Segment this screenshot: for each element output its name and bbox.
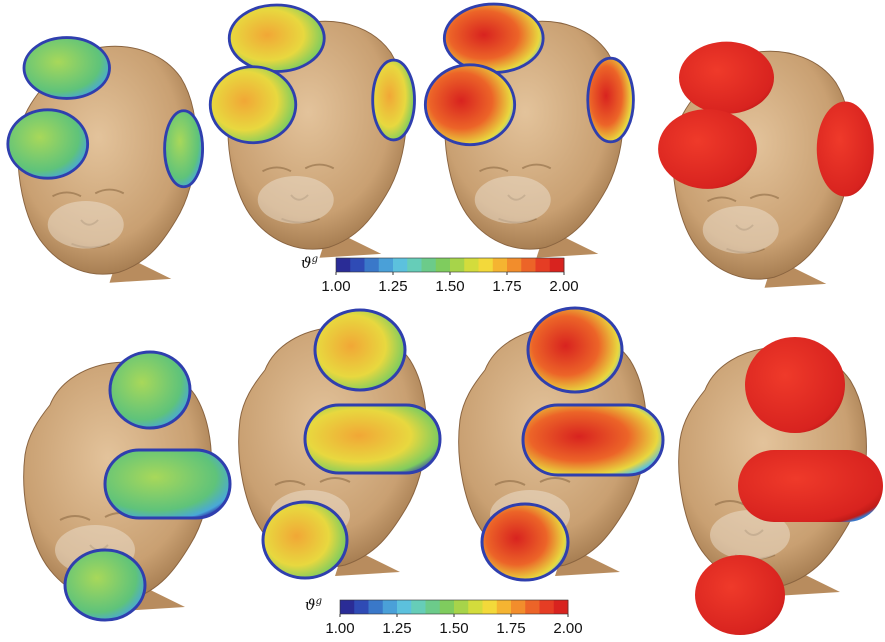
- superscript: g: [312, 254, 318, 265]
- head-render: [24, 352, 230, 620]
- superscript: g: [316, 596, 322, 607]
- tick-label: 1.75: [492, 278, 521, 295]
- colorbar-swatch: [468, 600, 483, 614]
- head-render: [658, 42, 874, 288]
- colorbar-swatch: [550, 258, 565, 272]
- colorbar-swatch: [479, 258, 494, 272]
- colorbar-swatch: [525, 600, 540, 614]
- head-render: [210, 5, 414, 258]
- head-render: [679, 337, 883, 635]
- colorbar-swatch: [365, 258, 380, 272]
- tick-label: 1.25: [378, 278, 407, 295]
- tick-label: 1.50: [435, 278, 464, 295]
- head-render: [425, 4, 633, 258]
- head-render: [8, 38, 203, 283]
- colorbar-swatch: [554, 600, 569, 614]
- tick-label: 1.00: [325, 620, 354, 637]
- colorbar-swatch: [411, 600, 426, 614]
- colorbar-swatch: [536, 258, 551, 272]
- colorbar-swatch: [454, 600, 469, 614]
- colorbar-swatch: [540, 600, 555, 614]
- symbol: ϑ: [301, 254, 312, 272]
- tick-label: 2.00: [553, 620, 582, 637]
- colorbar-swatch: [511, 600, 526, 614]
- head-render: [239, 310, 440, 578]
- tick-label: 1.00: [321, 278, 350, 295]
- tick-label: 2.00: [549, 278, 578, 295]
- colorbar-swatch: [350, 258, 365, 272]
- tick-label: 1.50: [439, 620, 468, 637]
- colorbar-swatch: [497, 600, 512, 614]
- tick-label: 1.75: [496, 620, 525, 637]
- colorbar-swatch: [521, 258, 536, 272]
- colorbar-swatch: [450, 258, 465, 272]
- colorbar-swatch: [340, 600, 355, 614]
- colorbar-swatch: [493, 258, 508, 272]
- colorbar-swatch: [464, 258, 479, 272]
- colorbar-swatch: [407, 258, 422, 272]
- colorbar-label: ϑg: [301, 254, 318, 272]
- colorbar-swatch: [440, 600, 455, 614]
- colorbar-label: ϑg: [305, 596, 322, 614]
- colorbar-swatch: [379, 258, 394, 272]
- head-render: [459, 308, 663, 580]
- symbol: ϑ: [305, 596, 316, 614]
- bottom-row: [24, 308, 883, 635]
- colorbar-swatch: [354, 600, 369, 614]
- figure: ϑg1.001.251.501.752.00ϑg1.001.251.501.75…: [0, 0, 885, 642]
- colorbar-swatch: [426, 600, 441, 614]
- colorbar-swatch: [436, 258, 451, 272]
- top-row: [8, 4, 874, 288]
- colorbar-swatch: [369, 600, 384, 614]
- colorbar-swatch: [336, 258, 351, 272]
- colorbar-swatch: [483, 600, 498, 614]
- colorbar-swatch: [507, 258, 522, 272]
- colorbar-swatch: [422, 258, 437, 272]
- colorbar-swatch: [393, 258, 408, 272]
- colorbar-swatch: [383, 600, 398, 614]
- tick-label: 1.25: [382, 620, 411, 637]
- colorbar-swatch: [397, 600, 412, 614]
